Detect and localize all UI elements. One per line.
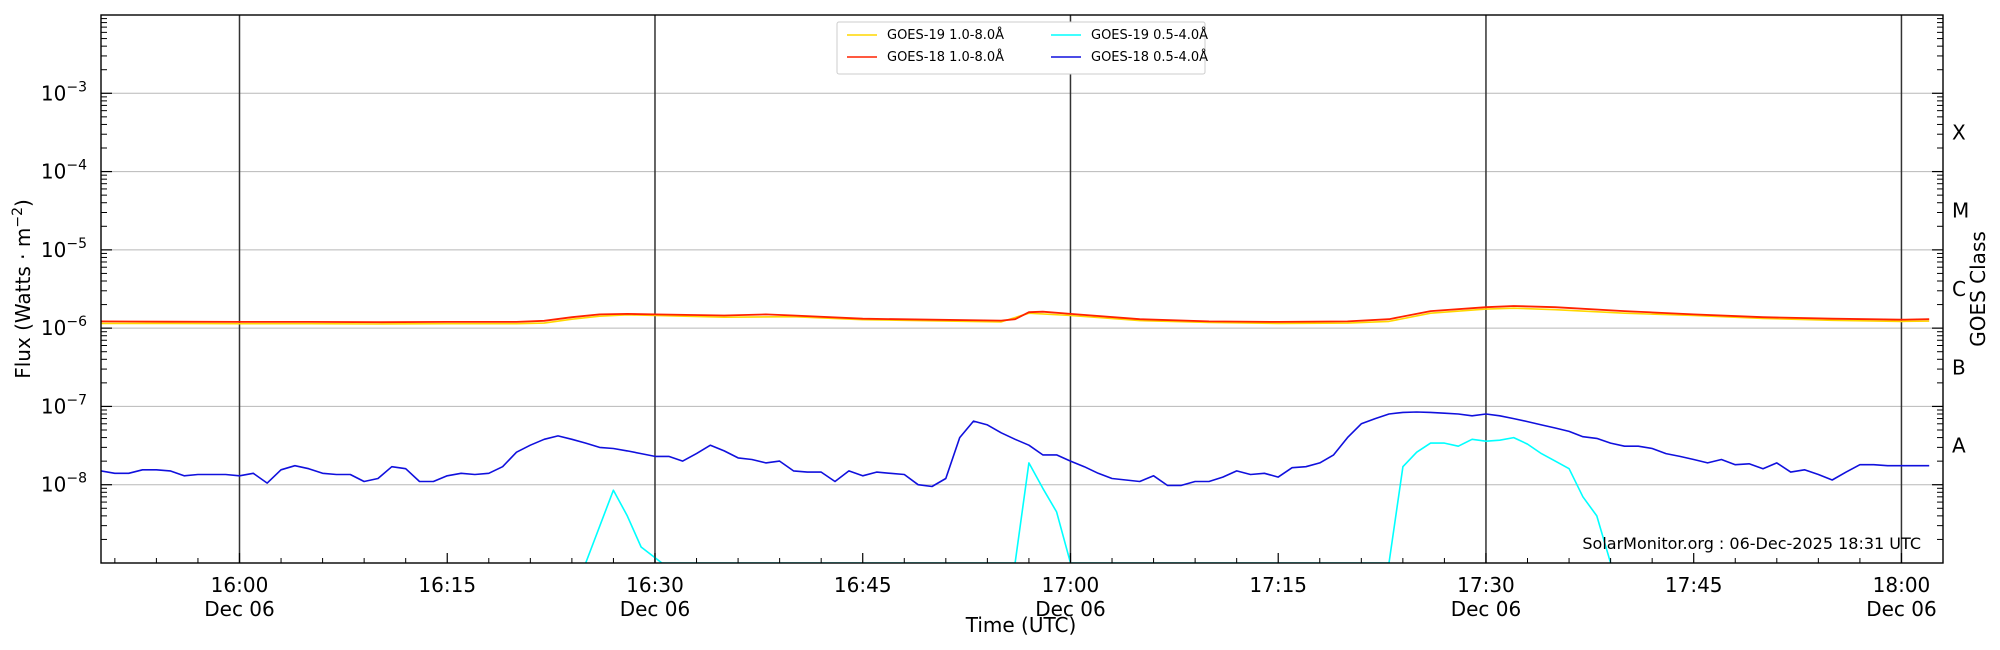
x-tick-label: 17:30 (1457, 573, 1515, 597)
y-tick-base: 10 (41, 316, 66, 340)
legend-item: GOES-18 0.5-4.0Å (1051, 49, 1208, 65)
y-axis-title: Flux (Watts · m−2) (10, 199, 35, 379)
gridlines (101, 92, 1943, 486)
x-tick-label: 16:15 (418, 573, 476, 597)
series-line (101, 307, 1930, 325)
y-axis-title-main: Flux (Watts · m (11, 228, 35, 379)
y-tick-base: 10 (41, 81, 66, 105)
y-tick-label: 10−6 (41, 314, 87, 340)
plot-frame (100, 14, 1944, 564)
x-tick-date-label: Dec 06 (1866, 597, 1937, 621)
legend-item: GOES-19 0.5-4.0Å (1051, 27, 1208, 43)
x-tick-label: 16:00 (211, 573, 269, 597)
legend: GOES-19 1.0-8.0Å GOES-18 1.0-8.0Å GOES-19 … (836, 21, 1208, 75)
y-tick-label: 10−3 (41, 79, 87, 105)
y-tick-base: 10 (41, 238, 66, 262)
x-tick-label: 18:00 (1873, 573, 1931, 597)
y-axis-ticks: 10−810−710−610−510−410−3 (41, 18, 1943, 540)
y-tick-exponent: −7 (66, 392, 87, 408)
legend-label: GOES-18 0.5-4.0Å (1091, 49, 1208, 65)
x-tick-label: 17:15 (1249, 573, 1307, 597)
goes-class-labels: A B C M X (1952, 120, 1969, 457)
legend-label: GOES-19 1.0-8.0Å (887, 27, 1004, 43)
legend-label: GOES-18 1.0-8.0Å (887, 49, 1004, 65)
y-tick-label: 10−5 (41, 236, 87, 262)
series-line (101, 305, 1930, 324)
y-tick-base: 10 (41, 160, 66, 184)
x-tick-date-label: Dec 06 (1035, 597, 1106, 621)
goes-class-label: C (1952, 277, 1966, 301)
legend-item: GOES-19 1.0-8.0Å (847, 27, 1004, 43)
x-tick-date-label: Dec 06 (1451, 597, 1522, 621)
x-tick-date-label: Dec 06 (204, 597, 275, 621)
y-axis-title-sup: −2 (10, 207, 26, 228)
goes-class-label: B (1952, 355, 1966, 379)
y-tick-exponent: −4 (66, 158, 87, 174)
y-tick-label: 10−8 (41, 471, 87, 497)
y-tick-exponent: −8 (66, 471, 87, 487)
credit-text: SolarMonitor.org : 06-Dec-2025 18:31 UTC (1582, 534, 1921, 553)
y-tick-label: 10−4 (41, 158, 87, 184)
legend-item: GOES-18 1.0-8.0Å (847, 49, 1004, 65)
x-tick-label: 16:45 (834, 573, 892, 597)
y-tick-base: 10 (41, 394, 66, 418)
goes-class-label: A (1952, 434, 1966, 458)
y-tick-base: 10 (41, 473, 66, 497)
legend-box (836, 21, 1206, 75)
x-axis-title: Time (UTC) (965, 613, 1077, 637)
x-tick-date-label: Dec 06 (620, 597, 691, 621)
y-tick-exponent: −6 (66, 314, 87, 330)
y-axis-title-close: ) (11, 199, 35, 207)
plot-background (101, 15, 1943, 563)
x-tick-label: 17:45 (1665, 573, 1723, 597)
series-line (584, 436, 1612, 563)
goes-class-label: X (1952, 120, 1966, 144)
y-tick-exponent: −5 (66, 236, 87, 252)
day-hour-lines (238, 15, 1903, 563)
y-tick-exponent: −3 (66, 79, 87, 95)
x-tick-label: 17:00 (1042, 573, 1100, 597)
series-lines (101, 305, 1930, 563)
right-axis-title: GOES Class (1966, 231, 1990, 347)
legend-label: GOES-19 0.5-4.0Å (1091, 27, 1208, 43)
series-line (101, 411, 1930, 488)
x-tick-label: 16:30 (626, 573, 684, 597)
y-tick-label: 10−7 (41, 392, 87, 418)
goes-class-label: M (1952, 199, 1969, 223)
